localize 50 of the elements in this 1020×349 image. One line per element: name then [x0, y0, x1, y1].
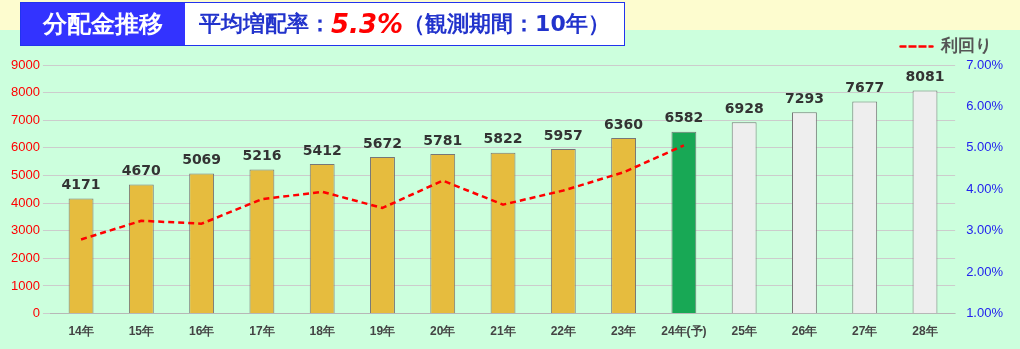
data-label: 8081 — [905, 68, 945, 85]
data-label: 5781 — [423, 131, 463, 148]
x-tick-label: 27年 — [852, 324, 878, 339]
y-tick-label: 8000 — [11, 84, 40, 100]
y-tick-label: 2000 — [11, 249, 40, 265]
legend-label: 利回り — [940, 36, 992, 56]
data-label: 5957 — [543, 126, 583, 143]
x-tick-label: 28年 — [912, 324, 938, 339]
y2-tick-label: 4.00% — [966, 180, 1004, 196]
y-tick-label: 0 — [32, 305, 40, 321]
x-tick-label: 20年 — [430, 324, 456, 339]
y-tick-label: 6000 — [11, 139, 40, 155]
y-tick-label: 7000 — [11, 111, 40, 127]
y-tick-label: 1000 — [11, 277, 40, 293]
data-label: 5672 — [362, 134, 402, 151]
x-tick-label: 16年 — [188, 324, 215, 339]
x-tick-label: 14年 — [68, 324, 94, 339]
data-label: 5069 — [182, 151, 222, 168]
y-tick-label: 3000 — [11, 222, 40, 238]
y2-tick-label: 7.00% — [966, 56, 1004, 72]
y2-tick-label: 2.00% — [966, 263, 1004, 279]
data-label: 5216 — [242, 147, 282, 164]
data-label: 7677 — [845, 79, 885, 96]
data-label: 5822 — [483, 130, 523, 147]
x-tick-label: 26年 — [791, 324, 818, 339]
x-tick-label: 18年 — [309, 324, 335, 339]
y2-tick-label: 6.00% — [966, 98, 1004, 114]
x-tick-label: 25年 — [731, 324, 757, 339]
chart-subtitle: 平均増配率：5.3%（観測期間：10年） — [199, 9, 610, 39]
data-label: 6928 — [724, 99, 764, 116]
data-label: 6360 — [604, 115, 644, 132]
x-tick-label: 23年 — [610, 324, 637, 339]
y-tick-label: 9000 — [11, 56, 40, 72]
data-label: 4670 — [121, 162, 162, 179]
y2-tick-label: 1.00% — [966, 305, 1004, 321]
data-label: 7293 — [784, 89, 824, 106]
x-tick-label: 22年 — [550, 324, 576, 339]
data-label: 4171 — [61, 176, 101, 193]
x-tick-label: 19年 — [369, 324, 396, 339]
y-tick-label: 4000 — [11, 194, 40, 210]
x-tick-label: 21年 — [490, 324, 516, 339]
y2-tick-label: 5.00% — [966, 139, 1004, 155]
x-tick-label: 24年(予) — [661, 324, 707, 339]
data-label: 6582 — [664, 109, 704, 126]
x-tick-label: 17年 — [249, 324, 275, 339]
data-label: 5412 — [302, 141, 342, 158]
y2-tick-label: 3.00% — [966, 222, 1004, 238]
y-tick-label: 5000 — [11, 167, 40, 183]
chart-title: 分配金推移 — [21, 3, 185, 45]
x-tick-label: 15年 — [128, 324, 155, 339]
